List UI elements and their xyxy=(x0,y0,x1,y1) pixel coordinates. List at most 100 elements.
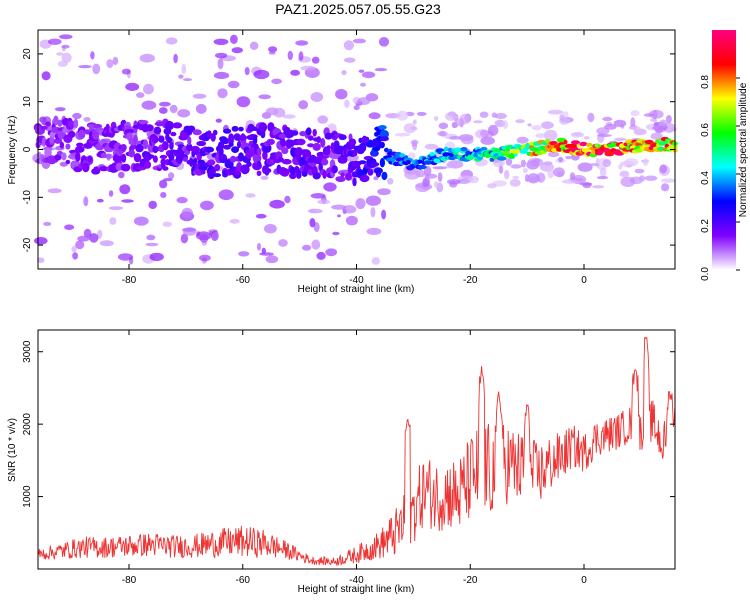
spectrogram-ridge-blob xyxy=(266,168,272,173)
spectrogram-noise-blob xyxy=(92,63,101,75)
spectrogram-ridge-blob xyxy=(172,122,183,129)
spectrogram-noise-blob xyxy=(236,96,251,108)
spectrogram-noise-blob xyxy=(141,100,157,110)
spectrogram-x-tick-label: -20 xyxy=(463,275,478,286)
spectrogram-noise-blob xyxy=(75,240,85,250)
spectrogram-noise-blob xyxy=(433,116,439,121)
spectrogram-noise-blob xyxy=(245,193,256,198)
spectrogram-ridge-blob xyxy=(331,165,338,174)
spectrogram-noise-blob xyxy=(192,93,207,99)
spectrogram-ridge-blob xyxy=(120,163,131,172)
spectrogram-noise-blob xyxy=(498,165,504,174)
spectrogram-noise-blob xyxy=(510,164,522,169)
spectrogram-ridge-blob xyxy=(159,154,168,159)
spectrogram-noise-blob xyxy=(335,89,348,100)
snr-y-tick-label: 3000 xyxy=(22,340,33,363)
spectrogram-noise-blob xyxy=(583,136,590,140)
spectrogram-x-axis-label: Height of straight line (km) xyxy=(298,284,415,295)
spectrogram-noise-blob xyxy=(199,254,211,262)
spectrogram-noise-blob xyxy=(255,213,267,219)
spectrogram-noise-blob xyxy=(282,114,296,119)
spectrogram-noise-blob xyxy=(78,65,92,69)
spectrogram-noise-blob xyxy=(592,185,605,189)
spectrogram-noise-blob xyxy=(309,208,317,213)
spectrogram-noise-blob xyxy=(259,252,274,256)
spectrogram-noise-blob xyxy=(468,176,479,184)
spectrogram-noise-blob xyxy=(106,153,111,161)
spectrogram-ridge-blob xyxy=(379,158,385,168)
spectrogram-noise-blob xyxy=(618,164,623,170)
spectrogram-noise-blob xyxy=(343,40,354,51)
spectrogram-ridge-blob xyxy=(570,140,581,145)
spectrogram-noise-blob xyxy=(371,257,380,265)
spectrogram-noise-blob xyxy=(72,112,82,120)
spectrogram-noise-blob xyxy=(352,38,366,44)
spectrogram-noise-blob xyxy=(264,223,277,234)
spectrogram-ridge-blob xyxy=(335,176,346,182)
spectrogram-ridge-blob xyxy=(262,150,268,160)
spectrogram-ridge-blob xyxy=(53,115,59,126)
snr-x-tick-label: 0 xyxy=(581,575,587,586)
spectrogram-ridge-blob xyxy=(162,141,169,151)
spectrogram-noise-blob xyxy=(99,240,114,247)
spectrogram-noise-blob xyxy=(121,68,131,75)
spectrogram-ridge-blob xyxy=(280,137,286,147)
spectrogram-noise-blob xyxy=(353,105,360,111)
spectrogram-noise-blob xyxy=(368,112,381,120)
spectrogram-noise-blob xyxy=(71,245,77,253)
spectrogram-noise-blob xyxy=(337,214,341,218)
spectrogram-noise-blob xyxy=(273,107,286,118)
spectrogram-noise-blob xyxy=(118,171,125,179)
spectrogram-ridge-blob xyxy=(223,144,231,150)
spectrogram-noise-blob xyxy=(271,78,282,85)
colorbar-label: Normalized spectral amplitude xyxy=(738,82,749,217)
spectrogram-noise-blob xyxy=(136,92,145,98)
spectrogram-ridge-blob xyxy=(308,162,317,167)
spectrogram-noise-blob xyxy=(366,227,382,235)
spectrogram-noise-blob xyxy=(181,207,193,219)
spectrogram-noise-blob xyxy=(139,53,155,63)
spectrogram-ridge-blob xyxy=(417,159,423,164)
snr-x-tick-label: -60 xyxy=(236,575,251,586)
spectrogram-y-ticks: -20 -10 0 10 20 xyxy=(22,48,675,252)
spectrogram-noise-blob xyxy=(408,152,416,160)
spectrogram-noise-blob xyxy=(64,224,75,230)
spectrogram-ridge-blob xyxy=(322,170,327,179)
spectrogram-ridge-blob xyxy=(381,171,388,181)
spectrogram-ridge-blob xyxy=(192,129,202,136)
spectrogram-ridge-blob xyxy=(258,122,268,133)
spectrogram-noise-blob xyxy=(596,127,610,135)
spectrogram-noise-blob xyxy=(284,195,291,204)
spectrogram-ridge-blob xyxy=(152,136,159,143)
spectrogram-noise-blob xyxy=(479,111,489,118)
spectrogram-ridge-blob xyxy=(236,141,242,149)
spectrogram-noise-blob xyxy=(168,172,175,180)
spectrogram-ridge-blob xyxy=(340,172,345,178)
spectrogram-noise-blob xyxy=(559,117,570,125)
spectrogram-noise-blob xyxy=(587,112,595,123)
spectrogram-noise-blob xyxy=(290,69,300,76)
spectrogram-noise-blob xyxy=(652,126,667,131)
spectrogram-ridge-blob xyxy=(133,153,142,163)
spectrogram-ridge-blob xyxy=(307,135,314,141)
spectrogram-noise-blob xyxy=(227,80,240,89)
spectrogram-noise-blob xyxy=(72,252,78,260)
spectrogram-ridge-blob xyxy=(229,156,237,163)
spectrogram-noise-blob xyxy=(473,120,483,124)
spectrogram-ridge-blob xyxy=(78,129,86,139)
spectrogram-noise-blob xyxy=(562,111,569,118)
spectrogram-noise-blob xyxy=(176,196,188,204)
spectrogram-ridge-blob xyxy=(320,138,326,148)
spectrogram-ridge-blob xyxy=(207,159,216,166)
spectrogram-noise-blob xyxy=(620,176,636,187)
spectrogram-y-tick-label: 0 xyxy=(22,146,33,152)
spectrogram-ridge-blob xyxy=(143,160,152,169)
spectrogram-ridge-blob xyxy=(320,158,329,166)
spectrogram-noise-blob xyxy=(231,47,243,54)
spectrogram-noise-blob xyxy=(602,159,612,168)
spectrogram-ridge-blob xyxy=(326,145,331,151)
spectrogram-ridge-blob xyxy=(246,161,252,167)
spectrogram-noise-blob xyxy=(106,59,114,69)
snr-line xyxy=(37,336,676,567)
spectrogram-ridge-blob xyxy=(87,156,93,163)
